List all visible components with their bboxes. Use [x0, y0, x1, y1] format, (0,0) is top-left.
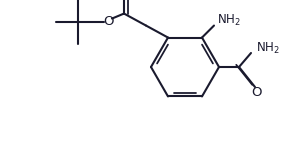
- Text: O: O: [252, 86, 262, 98]
- Text: NH$_2$: NH$_2$: [217, 13, 241, 28]
- Text: O: O: [103, 15, 113, 28]
- Text: NH$_2$: NH$_2$: [256, 40, 280, 55]
